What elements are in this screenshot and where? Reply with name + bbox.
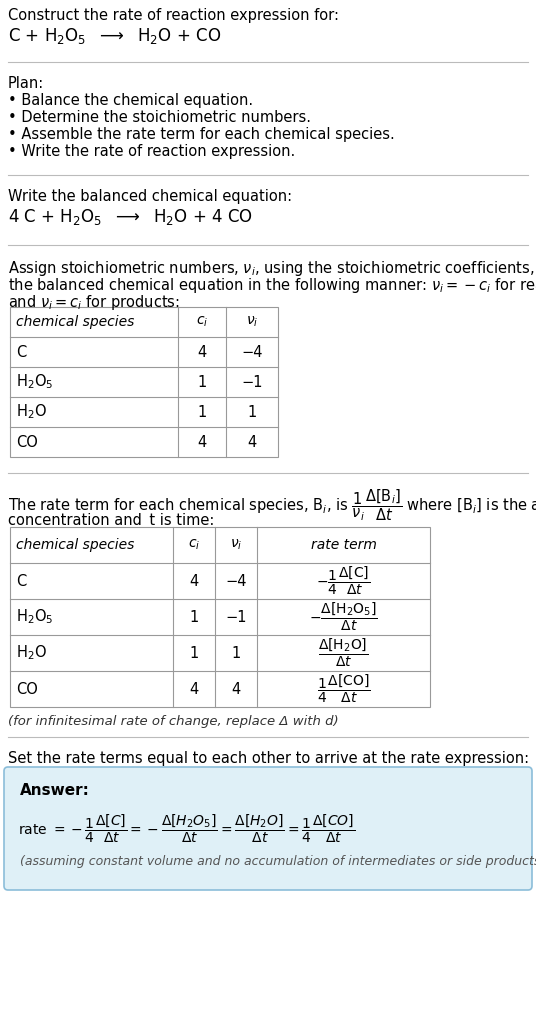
Text: • Determine the stoichiometric numbers.: • Determine the stoichiometric numbers. [8, 110, 311, 125]
Text: 4: 4 [197, 344, 206, 359]
Text: H$_2$O: H$_2$O [16, 403, 47, 421]
Text: Write the balanced chemical equation:: Write the balanced chemical equation: [8, 189, 292, 204]
Text: 1: 1 [197, 375, 206, 390]
Text: C: C [16, 573, 26, 588]
Text: concentration and  t is time:: concentration and t is time: [8, 513, 214, 528]
FancyBboxPatch shape [4, 767, 532, 890]
Text: the balanced chemical equation in the following manner: $\nu_i = -c_i$ for react: the balanced chemical equation in the fo… [8, 276, 536, 295]
Text: 1: 1 [189, 610, 199, 624]
Text: C + H$_2$O$_5$  $\longrightarrow$  H$_2$O + CO: C + H$_2$O$_5$ $\longrightarrow$ H$_2$O … [8, 26, 221, 46]
Text: Plan:: Plan: [8, 76, 44, 91]
Text: H$_2$O$_5$: H$_2$O$_5$ [16, 608, 54, 626]
Text: $c_i$: $c_i$ [188, 538, 200, 552]
Text: 1: 1 [197, 404, 206, 419]
Text: $c_i$: $c_i$ [196, 315, 208, 329]
Text: rate term: rate term [310, 538, 376, 552]
Text: chemical species: chemical species [16, 315, 135, 329]
Text: 1: 1 [189, 645, 199, 661]
Text: 4 C + H$_2$O$_5$  $\longrightarrow$  H$_2$O + 4 CO: 4 C + H$_2$O$_5$ $\longrightarrow$ H$_2$… [8, 207, 253, 227]
Text: $\nu_i$: $\nu_i$ [230, 538, 242, 552]
Text: • Assemble the rate term for each chemical species.: • Assemble the rate term for each chemic… [8, 127, 394, 142]
Text: (assuming constant volume and no accumulation of intermediates or side products): (assuming constant volume and no accumul… [20, 855, 536, 868]
Text: CO: CO [16, 681, 38, 696]
Text: $-\dfrac{\Delta[\mathrm{H_2O_5}]}{\Delta t}$: $-\dfrac{\Delta[\mathrm{H_2O_5}]}{\Delta… [309, 601, 378, 633]
Text: The rate term for each chemical species, B$_i$, is $\dfrac{1}{\nu_i}\dfrac{\Delt: The rate term for each chemical species,… [8, 487, 536, 522]
Bar [10, 307, 278, 457]
Text: $\dfrac{\Delta[\mathrm{H_2O}]}{\Delta t}$: $\dfrac{\Delta[\mathrm{H_2O}]}{\Delta t}… [318, 637, 369, 669]
Text: 1: 1 [232, 645, 241, 661]
Text: $\nu_i$: $\nu_i$ [246, 315, 258, 329]
Text: CO: CO [16, 435, 38, 450]
Text: 4: 4 [248, 435, 257, 450]
Text: Answer:: Answer: [20, 783, 90, 798]
Text: Construct the rate of reaction expression for:: Construct the rate of reaction expressio… [8, 8, 339, 23]
Text: 4: 4 [232, 681, 241, 696]
Text: −4: −4 [225, 573, 247, 588]
Text: −4: −4 [241, 344, 263, 359]
Text: and $\nu_i = c_i$ for products:: and $\nu_i = c_i$ for products: [8, 293, 180, 312]
Text: chemical species: chemical species [16, 538, 135, 552]
Text: −1: −1 [241, 375, 263, 390]
Bar [10, 527, 430, 706]
Text: Assign stoichiometric numbers, $\nu_i$, using the stoichiometric coefficients, $: Assign stoichiometric numbers, $\nu_i$, … [8, 259, 536, 278]
Text: 1: 1 [248, 404, 257, 419]
Text: −1: −1 [225, 610, 247, 624]
Text: $-\dfrac{1}{4}\dfrac{\Delta[\mathrm{C}]}{\Delta t}$: $-\dfrac{1}{4}\dfrac{\Delta[\mathrm{C}]}… [316, 565, 370, 598]
Text: • Balance the chemical equation.: • Balance the chemical equation. [8, 93, 253, 108]
Text: $\dfrac{1}{4}\dfrac{\Delta[\mathrm{CO}]}{\Delta t}$: $\dfrac{1}{4}\dfrac{\Delta[\mathrm{CO}]}… [317, 673, 370, 705]
Text: 4: 4 [189, 573, 199, 588]
Text: 4: 4 [189, 681, 199, 696]
Text: H$_2$O$_5$: H$_2$O$_5$ [16, 373, 54, 391]
Text: • Write the rate of reaction expression.: • Write the rate of reaction expression. [8, 144, 295, 159]
Text: H$_2$O: H$_2$O [16, 643, 47, 663]
Text: rate $= -\dfrac{1}{4}\dfrac{\Delta[C]}{\Delta t} = -\dfrac{\Delta[H_2O_5]}{\Delt: rate $= -\dfrac{1}{4}\dfrac{\Delta[C]}{\… [18, 813, 355, 845]
Text: C: C [16, 344, 26, 359]
Text: (for infinitesimal rate of change, replace Δ with d): (for infinitesimal rate of change, repla… [8, 715, 339, 728]
Text: Set the rate terms equal to each other to arrive at the rate expression:: Set the rate terms equal to each other t… [8, 751, 529, 766]
Text: 4: 4 [197, 435, 206, 450]
